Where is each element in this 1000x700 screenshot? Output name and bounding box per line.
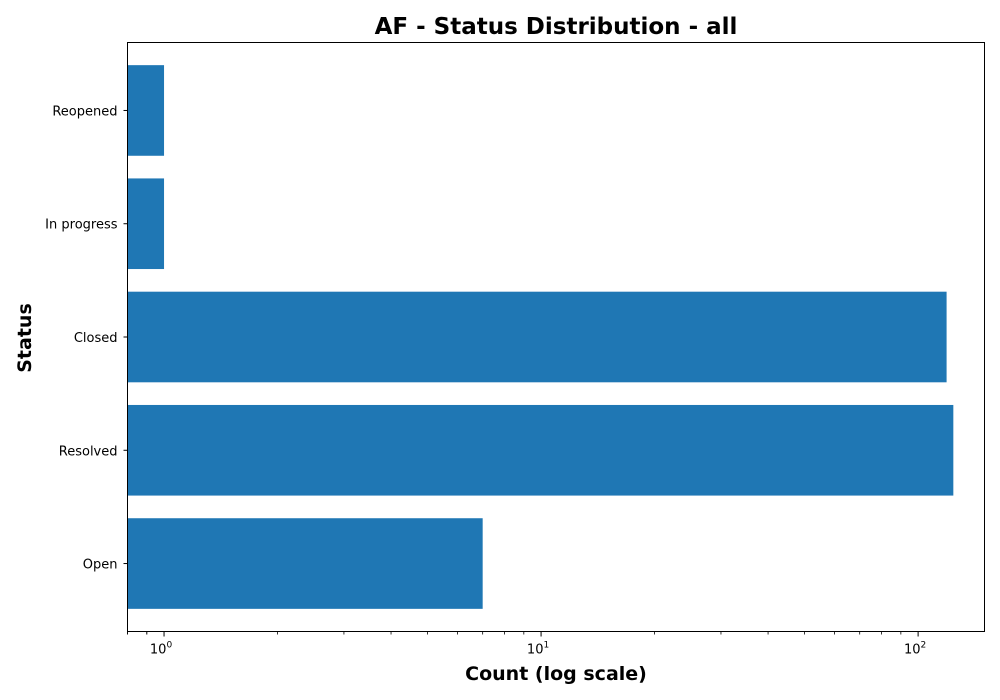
ticks-layer: Open Resolved Closed In progress Reopened 100… xyxy=(45,104,926,657)
y-tick-label: Resolved xyxy=(59,444,118,459)
plot-frame xyxy=(127,42,985,632)
x-tick-label: 102 xyxy=(904,641,926,658)
bars-layer xyxy=(127,65,954,609)
bar-open xyxy=(127,518,483,609)
y-tick-label: Closed xyxy=(74,331,118,346)
x-tick-label: 101 xyxy=(527,641,549,658)
bar-reopened xyxy=(127,65,165,156)
x-axis-label: Count (log scale) xyxy=(465,663,647,685)
y-tick-label: Open xyxy=(83,558,118,573)
bar-resolved xyxy=(127,404,954,496)
x-tick-label: 100 xyxy=(150,641,173,658)
bar-closed xyxy=(127,291,947,383)
y-axis-label: Status xyxy=(14,303,36,373)
y-tick-label: In progress xyxy=(45,218,118,233)
chart-title: AF - Status Distribution - all xyxy=(375,14,738,40)
y-tick-label: Reopened xyxy=(52,104,117,119)
bar-in-progress xyxy=(127,178,165,270)
